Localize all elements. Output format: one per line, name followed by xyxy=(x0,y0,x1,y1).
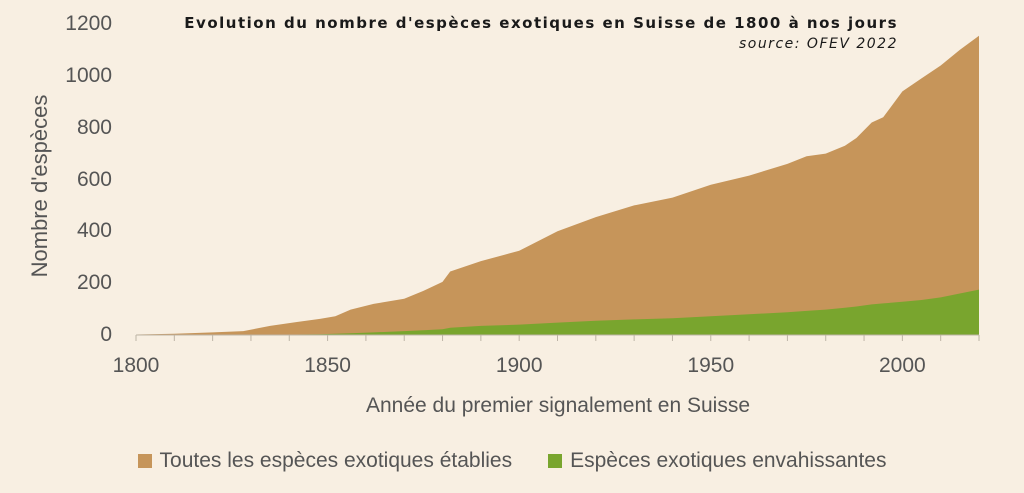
area-invasive-species xyxy=(136,289,979,335)
y-tick-label: 200 xyxy=(76,271,112,295)
area-all-species xyxy=(136,35,979,335)
legend-item-invasive: Espèces exotiques envahissantes xyxy=(548,449,886,473)
legend-label-all: Toutes les espèces exotiques établies xyxy=(159,449,513,472)
x-axis-label: Année du premier signalement en Suisse xyxy=(365,394,751,417)
x-tick-label: 1950 xyxy=(687,354,735,377)
x-tick-label: 1850 xyxy=(304,354,351,377)
x-tick-label: 1900 xyxy=(495,354,543,377)
chart-title: Evolution du nombre d'espèces exotiques … xyxy=(184,14,898,32)
y-tick-label: 400 xyxy=(76,219,112,243)
chart-subtitle: source: OFEV 2022 xyxy=(738,36,898,52)
y-tick-label: 600 xyxy=(76,167,112,191)
legend-label-invasive: Espèces exotiques envahissantes xyxy=(570,449,887,472)
y-tick-label: 1200 xyxy=(65,12,112,35)
legend-item-all: Toutes les espèces exotiques établies xyxy=(137,449,513,473)
y-tick-label: 800 xyxy=(76,115,112,139)
y-tick-label: 0 xyxy=(100,323,112,346)
y-axis-label: Nombre d'espèces xyxy=(27,94,52,278)
legend-swatch-invasive xyxy=(548,454,563,468)
y-tick-label: 1000 xyxy=(65,63,112,87)
x-tick-label: 2000 xyxy=(879,354,926,377)
legend: Toutes les espèces exotiques établies Es… xyxy=(0,449,1024,473)
legend-swatch-all xyxy=(137,454,152,468)
x-tick-label: 1800 xyxy=(112,354,160,377)
